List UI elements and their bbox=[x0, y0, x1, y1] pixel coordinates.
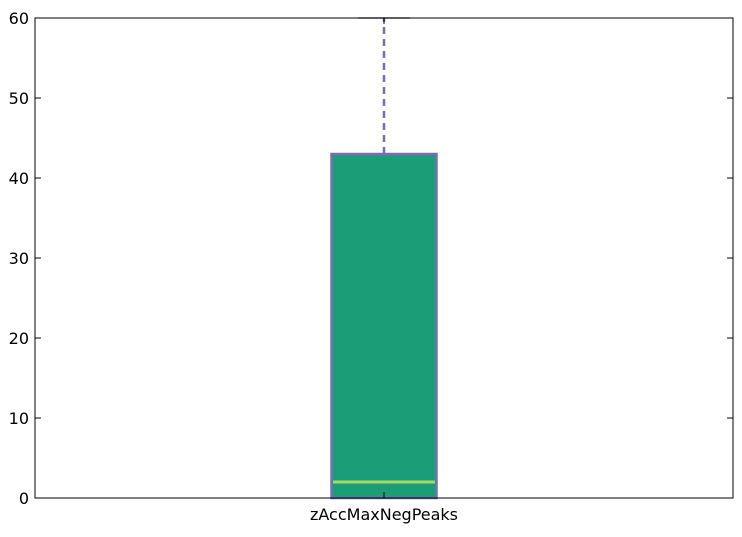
y-tick-label: 40 bbox=[9, 169, 29, 188]
y-tick-label: 20 bbox=[9, 329, 29, 348]
axes-layer: 0 10 20 30 40 50 60 zAccMaxNegPeaks bbox=[9, 9, 734, 524]
y-tick-label: 60 bbox=[9, 9, 29, 28]
y-tick-label: 0 bbox=[19, 489, 29, 508]
y-tick-label: 10 bbox=[9, 409, 29, 428]
box-iqr bbox=[330, 152, 438, 500]
marks-layer bbox=[330, 17, 438, 500]
y-tick-label: 50 bbox=[9, 89, 29, 108]
x-category-label: zAccMaxNegPeaks bbox=[310, 505, 458, 524]
y-tick-label: 30 bbox=[9, 249, 29, 268]
